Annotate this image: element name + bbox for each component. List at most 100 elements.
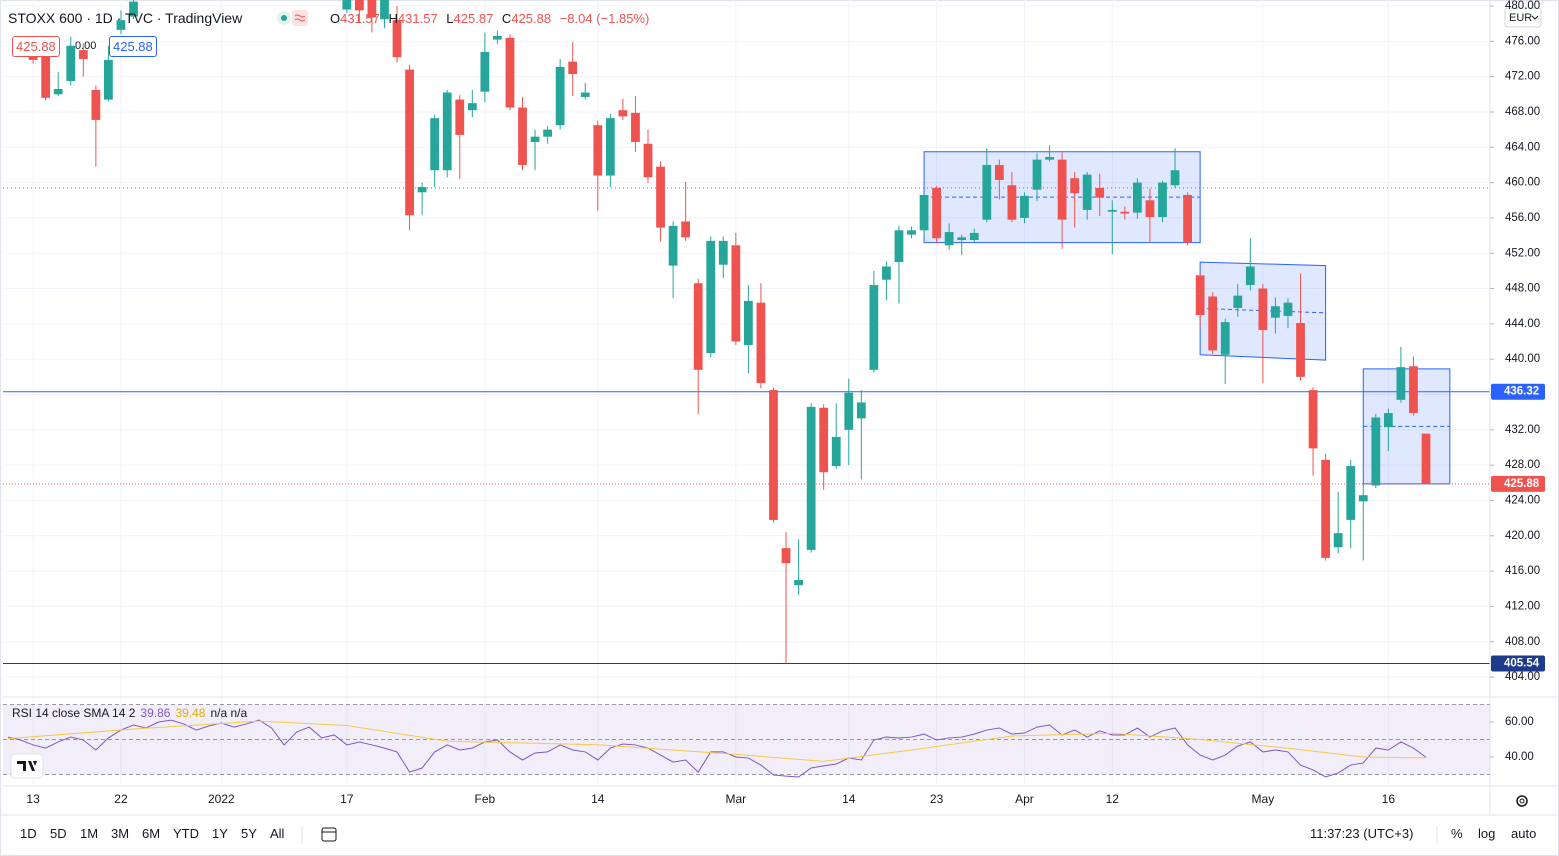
toolbar-button[interactable]: 3M <box>111 826 130 841</box>
candle-body <box>1082 174 1092 210</box>
candle-body <box>1321 459 1331 558</box>
candle-body <box>1070 178 1080 194</box>
currency-box[interactable] <box>1504 7 1542 28</box>
ohlc-key: O <box>330 11 341 26</box>
y-tick-label: 60.00 <box>1505 716 1534 728</box>
y-tick-label: 464.00 <box>1505 141 1540 153</box>
y-tick-label: 432.00 <box>1505 424 1540 436</box>
status-dot <box>281 15 287 21</box>
candle-body <box>819 407 829 473</box>
toolbar-button[interactable]: 6M <box>142 826 161 841</box>
candle-body <box>380 0 389 20</box>
rsi-pane <box>3 704 1490 778</box>
x-tick-label: Apr <box>1015 792 1034 806</box>
symbol[interactable]: STOXX 600 · 1D · TVC · TradingView <box>8 10 243 26</box>
price-pane <box>3 0 1490 664</box>
candle-body <box>467 103 477 111</box>
candle-body <box>932 187 942 239</box>
candle-body <box>116 20 126 30</box>
last-price-label: 425.88 <box>1504 478 1540 490</box>
y-tick-label: 468.00 <box>1505 106 1540 118</box>
candle-body <box>1283 302 1293 316</box>
x-tick-label: 22 <box>114 792 128 806</box>
candle-body <box>1158 182 1167 218</box>
y-tick-label: 420.00 <box>1505 530 1540 542</box>
candle-body <box>392 20 402 58</box>
currency[interactable]: EUR <box>1509 12 1532 24</box>
y-tick-label: 412.00 <box>1505 600 1540 612</box>
candle-body <box>568 61 578 74</box>
candle-body <box>455 99 465 135</box>
y-tick-label: 424.00 <box>1505 495 1540 507</box>
candle-body <box>543 129 552 137</box>
candle-body <box>919 194 929 231</box>
candle-body <box>1132 182 1142 213</box>
toolbar-button[interactable]: All <box>270 826 285 841</box>
candle-body <box>831 436 841 467</box>
settings-icon[interactable] <box>1516 795 1528 807</box>
candle-body <box>994 164 1004 180</box>
rsi-line <box>7 720 1427 762</box>
candle-body <box>1421 433 1431 484</box>
candle-body <box>1383 413 1393 428</box>
clock[interactable]: 11:37:23 (UTC+3) <box>1310 826 1414 841</box>
candle-body <box>944 232 954 246</box>
candle-body <box>1346 466 1356 520</box>
toolbar-button[interactable]: 5Y <box>241 826 257 841</box>
toolbar-button[interactable]: 1M <box>80 826 99 841</box>
candle-body <box>442 92 452 171</box>
candle-body <box>78 50 88 59</box>
candle-body <box>417 187 427 193</box>
alert-icon[interactable] <box>292 10 308 26</box>
candle-body <box>731 245 741 342</box>
toolbar-button[interactable]: % <box>1451 826 1463 841</box>
price-label-box <box>1491 655 1545 672</box>
candle-body <box>505 37 515 108</box>
candle-body <box>480 51 490 92</box>
candle-body <box>1208 296 1218 351</box>
sell-button[interactable]: 425.88 <box>12 36 60 57</box>
date-range-icon[interactable] <box>321 827 337 842</box>
candle-body <box>1045 156 1054 160</box>
sma-value: 39.48 <box>175 706 206 720</box>
candle-body <box>493 36 502 40</box>
spread: 0.00 <box>75 40 97 52</box>
candle-body <box>593 125 603 176</box>
rsi-line <box>7 719 1427 778</box>
toolbar-button[interactable]: YTD <box>173 826 199 841</box>
candle-body <box>1095 187 1105 198</box>
candle-body <box>1333 533 1343 548</box>
toolbar-button[interactable]: auto <box>1511 826 1537 841</box>
candle-body <box>882 266 891 280</box>
price-label: 405.54 <box>1504 658 1540 670</box>
candle-body <box>668 225 678 266</box>
candle-body <box>1195 275 1205 316</box>
x-tick-label: 13 <box>26 792 40 806</box>
candle-body <box>982 164 992 220</box>
toolbar-button[interactable]: 5D <box>50 826 67 841</box>
y-tick-label: 452.00 <box>1505 247 1540 259</box>
candle-body <box>957 237 967 240</box>
x-tick-label: 12 <box>1106 792 1120 806</box>
candle-body <box>53 89 63 95</box>
toolbar-button[interactable]: 1D <box>20 826 37 841</box>
toolbar-button[interactable]: 1Y <box>212 826 228 841</box>
x-tick-label: May <box>1252 792 1275 806</box>
x-tick-label: 23 <box>930 792 944 806</box>
y-tick-label: 476.00 <box>1505 35 1540 47</box>
legend: STOXX 600 · 1D · TVC · TradingView <box>8 10 247 26</box>
y-tick-label: 408.00 <box>1505 636 1540 648</box>
toolbar-button[interactable]: log <box>1478 826 1496 841</box>
buy-button[interactable]: 425.88 <box>109 36 157 57</box>
candle-body <box>781 548 791 564</box>
price-label-box <box>1491 383 1545 400</box>
rsi-title[interactable]: RSI 14 close SMA 14 2 <box>12 706 136 720</box>
ohlc-key: C <box>501 11 512 26</box>
candle-body <box>718 240 728 265</box>
settings-icon-core <box>1519 798 1525 804</box>
dropdown-icon <box>1531 15 1539 20</box>
candle-body <box>806 406 816 550</box>
logo-box[interactable] <box>10 753 44 779</box>
